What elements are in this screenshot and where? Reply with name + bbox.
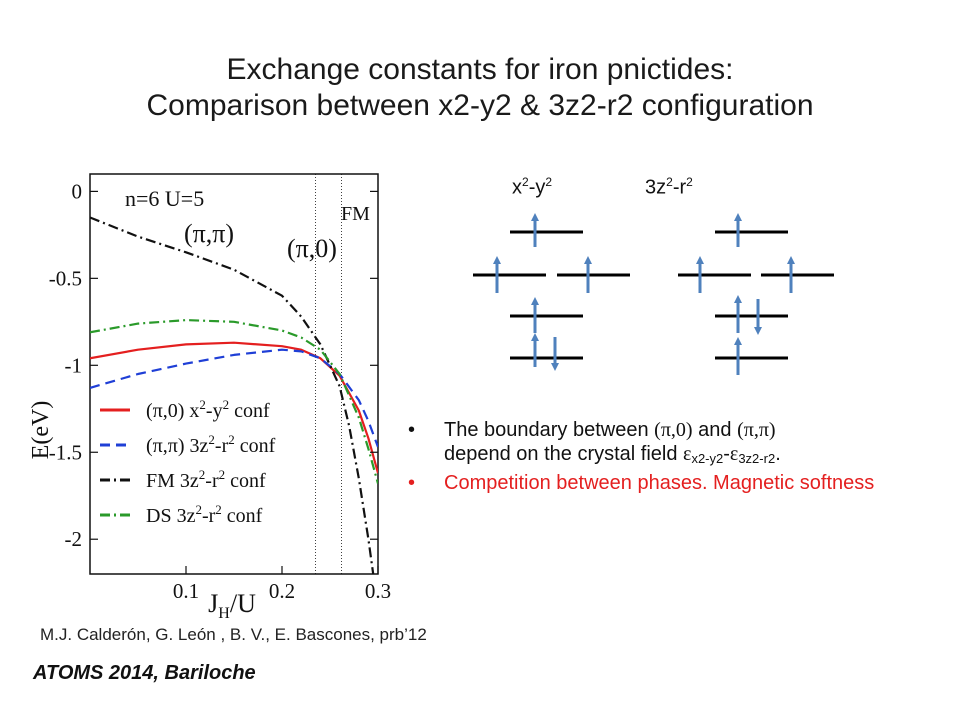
- series-line: [90, 348, 378, 448]
- bullet-list: • The boundary between (π,0) and (π,π) d…: [408, 418, 928, 495]
- citation: M.J. Calderón, G. León , B. V., E. Basco…: [40, 625, 427, 644]
- orbital-diagrams: [473, 213, 834, 375]
- bullet-competition: • Competition between phases. Magnetic s…: [408, 472, 875, 494]
- slide-title-line1: Exchange constants for iron pnictides:: [226, 53, 734, 86]
- x-tick-label: 0.1: [173, 579, 199, 603]
- energy-chart: 0 -0.5 -1 -1.5 -2 0.1 0.2 0.3 (π,0) x2-y2 conf (…: [28, 173, 391, 622]
- series-line: [90, 341, 378, 474]
- y-tick-label: -1.5: [49, 440, 82, 464]
- plot-frame: [89, 173, 379, 575]
- bullet-dot: •: [408, 472, 416, 494]
- series-line: [90, 216, 375, 574]
- legend-label: FM 3z2-r2 conf: [146, 467, 266, 492]
- footer-conference: ATOMS 2014, Bariloche: [33, 662, 256, 684]
- y-tick-label: -0.5: [49, 266, 82, 290]
- pi0-annotation: (π,0): [287, 234, 337, 263]
- x-tick-label: 0.2: [269, 579, 295, 603]
- x-tick-label: 0.3: [365, 579, 391, 603]
- bullet-dot: •: [408, 419, 416, 441]
- orbital-diagram-3z2r2: [678, 213, 834, 375]
- pipi-annotation: (π,π): [184, 219, 234, 248]
- series-line: [90, 319, 378, 484]
- slide-title-line2: Comparison between x2-y2 & 3z2-r2 config…: [146, 89, 814, 122]
- orbital-diagram-x2y2: [473, 213, 630, 371]
- legend-label: (π,π) 3z2-r2 conf: [146, 432, 276, 457]
- x-axis-label: JH/U: [208, 589, 256, 622]
- config-label-3z2r2: 3z2-r2: [645, 175, 693, 199]
- y-tick-label: 0: [72, 179, 83, 203]
- config-label-x2y2: x2-y2: [512, 175, 553, 199]
- params-annotation: n=6 U=5: [125, 186, 204, 211]
- y-tick-label: -1: [65, 353, 83, 377]
- bullet-boundary: • The boundary between (π,0) and (π,π) d…: [408, 419, 781, 466]
- y-tick-label: -2: [65, 527, 83, 551]
- legend-label: DS 3z2-r2 conf: [146, 502, 263, 527]
- legend-label: (π,0) x2-y2 conf: [146, 397, 270, 422]
- y-axis-label: E(eV): [28, 401, 54, 460]
- fm-annotation: FM: [341, 203, 370, 225]
